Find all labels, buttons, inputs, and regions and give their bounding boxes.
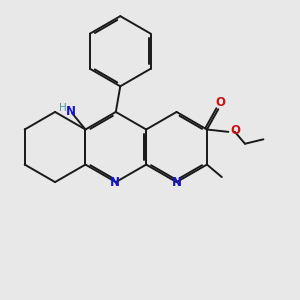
Text: O: O bbox=[216, 96, 226, 109]
Text: N: N bbox=[110, 176, 120, 189]
Text: H: H bbox=[59, 103, 67, 113]
Text: N: N bbox=[172, 176, 182, 189]
Text: N: N bbox=[66, 105, 76, 118]
Text: O: O bbox=[230, 124, 240, 137]
